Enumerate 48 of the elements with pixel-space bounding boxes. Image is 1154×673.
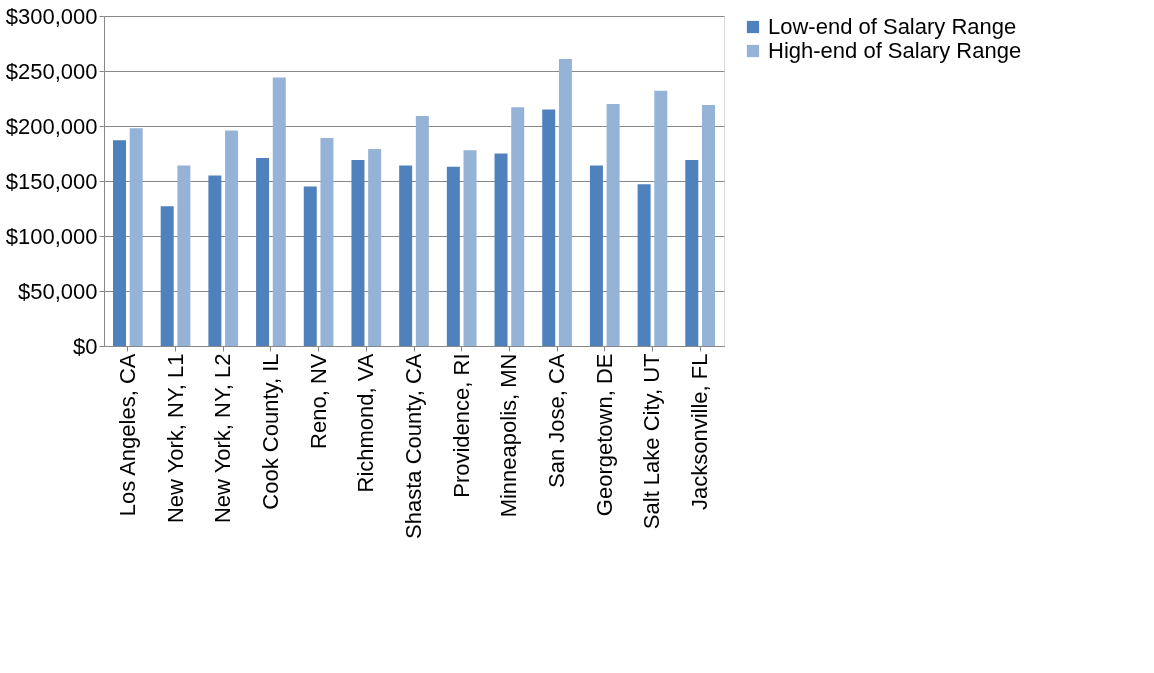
y-tick-label: $100,000 [5,223,98,249]
legend-label: Low-end of Salary Range [768,14,1017,39]
bar [589,165,603,346]
bar [654,90,668,346]
x-tick-label: Shasta County, CA [401,353,426,539]
bar [225,130,239,346]
bar [368,149,382,346]
bar [320,138,334,346]
bar [272,77,286,346]
y-tick-label: $50,000 [17,278,98,304]
bar [702,105,715,346]
y-tick-label: $300,000 [5,3,98,29]
bar [511,107,525,346]
x-tick-label: Providence, RI [448,353,474,498]
bar [256,157,270,346]
bar [446,166,460,346]
bar [208,175,222,346]
bar [113,140,126,346]
y-tick-label: $200,000 [5,113,98,139]
bar [558,58,572,346]
x-tick-label: Georgetown, DE [591,353,617,517]
x-tick-label: New York, NY, L1 [162,353,188,524]
bar [129,128,143,346]
bar [463,150,477,346]
bar [606,104,620,346]
y-tick-label: $150,000 [5,168,98,194]
bar [351,160,365,346]
x-tick-label: Richmond, VA [353,353,379,493]
y-tick-label: $250,000 [5,58,98,84]
x-tick-label: Reno, NV [305,353,331,449]
bar [415,116,429,346]
bar [160,206,174,346]
bar [303,186,317,346]
y-tick-label: $0 [73,333,98,359]
bar [685,160,699,346]
x-tick-label: Los Angeles, CA [114,353,140,517]
x-tick-label: Jacksonville, FL [687,353,713,511]
x-tick-label: New York, NY, L2 [210,353,236,524]
x-tick-label: Cook County, IL [257,353,283,510]
bar [494,153,508,346]
x-tick-label: San Jose, CA [544,353,570,489]
legend-label: High-end of Salary Range [768,38,1022,63]
bar [542,109,556,346]
x-tick-label: Salt Lake City, UT [639,353,665,530]
bar [399,165,413,346]
bar [637,184,651,346]
x-tick-label: Minneapolis, MN [496,353,522,518]
bar [177,165,191,346]
